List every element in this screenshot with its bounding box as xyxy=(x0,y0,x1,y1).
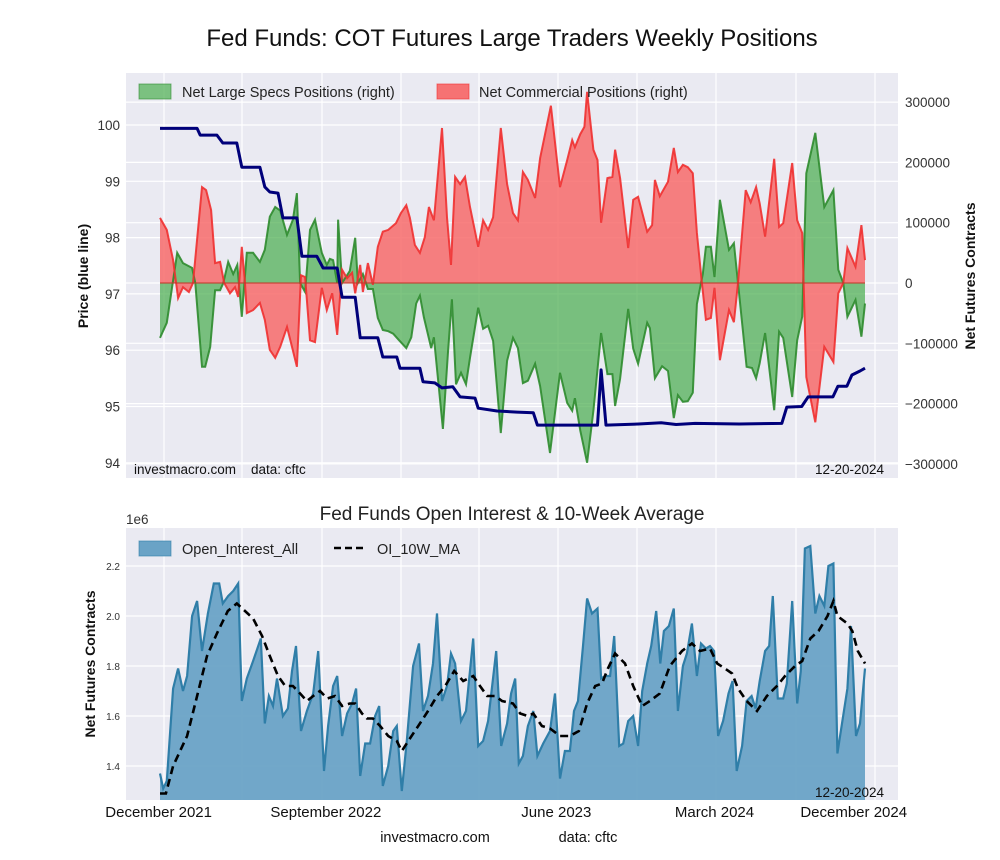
open-interest-line xyxy=(158,544,867,792)
x-tick-label: March 2024 xyxy=(675,804,754,821)
left-tick-label: 98 xyxy=(105,231,120,246)
top-plot-area: Net Large Specs Positions (right) Net Co… xyxy=(126,73,898,478)
open-interest-area xyxy=(160,546,865,800)
left-tick-label: 95 xyxy=(105,400,120,415)
bottom-y-axis-ticks: 1.4 1.6 1.8 2.0 2.2 xyxy=(106,562,120,773)
legend-label-commercial: Net Commercial Positions (right) xyxy=(479,85,688,101)
y-tick-label: 1.4 xyxy=(106,762,120,773)
x-tick-label: December 2024 xyxy=(800,804,907,821)
right-tick-label: 0 xyxy=(905,276,913,291)
left-tick-label: 94 xyxy=(105,456,121,471)
bottom-legend: Open_Interest_All OI_10W_MA xyxy=(138,540,460,558)
left-tick-label: 99 xyxy=(105,174,120,189)
bottom-series-layer xyxy=(158,544,867,800)
bottom-x-axis-ticks: December 2021 September 2022 June 2023 Marc… xyxy=(105,804,907,821)
y-tick-label: 1.6 xyxy=(106,712,120,723)
top-watermark-date: 12-20-2024 xyxy=(815,462,885,477)
y-tick-label: 2.2 xyxy=(106,562,120,573)
top-right-axis-label: Net Futures Contracts xyxy=(962,202,978,349)
right-tick-label: −200000 xyxy=(905,397,958,412)
right-tick-label: 100000 xyxy=(905,216,950,231)
specs-area xyxy=(160,132,865,463)
y-tick-label: 2.0 xyxy=(106,612,120,623)
right-tick-label: −100000 xyxy=(905,336,958,351)
left-tick-label: 100 xyxy=(97,118,120,133)
legend-swatch-open-interest xyxy=(138,540,172,557)
x-tick-label: September 2022 xyxy=(270,804,381,821)
top-chart-title: Fed Funds: COT Futures Large Traders Wee… xyxy=(206,25,817,52)
price-line xyxy=(160,126,866,427)
bottom-chart-title: Fed Funds Open Interest & 10-Week Averag… xyxy=(320,504,705,525)
top-series-layer xyxy=(159,91,866,463)
top-left-axis-label: Price (blue line) xyxy=(75,224,91,328)
bottom-y-axis-label: Net Futures Contracts xyxy=(82,590,98,737)
bottom-plot-area: Open_Interest_All OI_10W_MA 12-20-2024 xyxy=(126,528,898,800)
y-tick-label: 1.8 xyxy=(106,662,120,673)
commercial-area xyxy=(160,91,865,423)
left-tick-label: 97 xyxy=(105,287,120,302)
right-tick-label: 300000 xyxy=(905,95,950,110)
legend-swatch-specs xyxy=(138,83,172,100)
legend-swatch-commercial xyxy=(436,83,470,100)
x-tick-label: December 2021 xyxy=(105,804,212,821)
right-tick-label: 200000 xyxy=(905,155,950,170)
bottom-scale-label: 1e6 xyxy=(126,512,149,527)
left-tick-label: 96 xyxy=(105,343,120,358)
right-tick-label: −300000 xyxy=(905,457,958,472)
top-right-axis-ticks: −300000 −200000 −100000 0 100000 200000 300000 xyxy=(905,95,958,472)
footer-source: data: cftc xyxy=(559,830,618,846)
ma-line xyxy=(160,596,867,795)
top-legend: Net Large Specs Positions (right) Net Co… xyxy=(138,83,688,101)
top-left-axis-ticks: 94 95 96 97 98 99 100 xyxy=(97,118,120,471)
specs-line xyxy=(159,132,866,463)
footer-site: investmacro.com xyxy=(380,830,490,846)
legend-label-specs: Net Large Specs Positions (right) xyxy=(182,85,395,101)
legend-label-ma: OI_10W_MA xyxy=(377,542,460,558)
commercial-line xyxy=(159,91,866,423)
bottom-watermark-date: 12-20-2024 xyxy=(815,785,885,800)
x-tick-label: June 2023 xyxy=(521,804,591,821)
top-watermark-left: investmacro.com data: cftc xyxy=(134,462,306,477)
legend-label-open-interest: Open_Interest_All xyxy=(182,542,298,558)
